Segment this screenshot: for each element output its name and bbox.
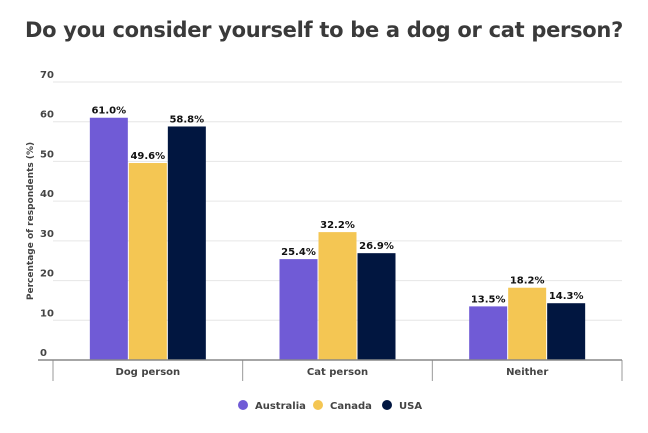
data-label: 61.0% <box>91 106 126 117</box>
y-tick-label: 40 <box>40 189 54 200</box>
y-tick-label: 60 <box>40 110 54 121</box>
data-label: 26.9% <box>359 241 394 252</box>
x-tick-label: Dog person <box>116 367 181 378</box>
data-label: 58.8% <box>169 114 204 125</box>
chart-title: Do you consider yourself to be a dog or … <box>25 18 623 42</box>
data-label: 13.5% <box>471 294 506 305</box>
legend-label: Canada <box>330 401 372 412</box>
data-label: 49.6% <box>130 151 165 162</box>
bar-canada <box>128 163 167 360</box>
bar-usa <box>547 303 586 360</box>
y-tick-label: 20 <box>40 269 54 280</box>
data-label: 25.4% <box>281 247 316 258</box>
bar-australia <box>279 259 318 360</box>
bar-canada <box>318 232 357 360</box>
y-tick-label: 70 <box>40 70 54 81</box>
y-tick-label: 30 <box>40 229 54 240</box>
legend-label: USA <box>399 401 422 412</box>
legend-marker-australia <box>238 400 248 410</box>
bar-usa <box>167 126 206 360</box>
bar-australia <box>469 306 508 360</box>
legend-marker-canada <box>313 400 323 410</box>
bar-canada <box>508 287 547 360</box>
x-tick-label: Neither <box>506 367 548 378</box>
x-tick-label: Cat person <box>307 367 368 378</box>
legend-label: Australia <box>255 401 306 412</box>
data-label: 32.2% <box>320 220 355 231</box>
y-tick-label: 0 <box>40 348 47 359</box>
bar-usa <box>357 253 396 360</box>
bar-australia <box>89 117 128 360</box>
data-label: 18.2% <box>510 276 545 287</box>
data-label: 14.3% <box>549 291 584 302</box>
y-axis-label: Percentage of respondents (%) <box>26 142 36 300</box>
y-tick-label: 10 <box>40 308 54 319</box>
legend-marker-usa <box>382 400 392 410</box>
y-tick-label: 50 <box>40 149 54 160</box>
